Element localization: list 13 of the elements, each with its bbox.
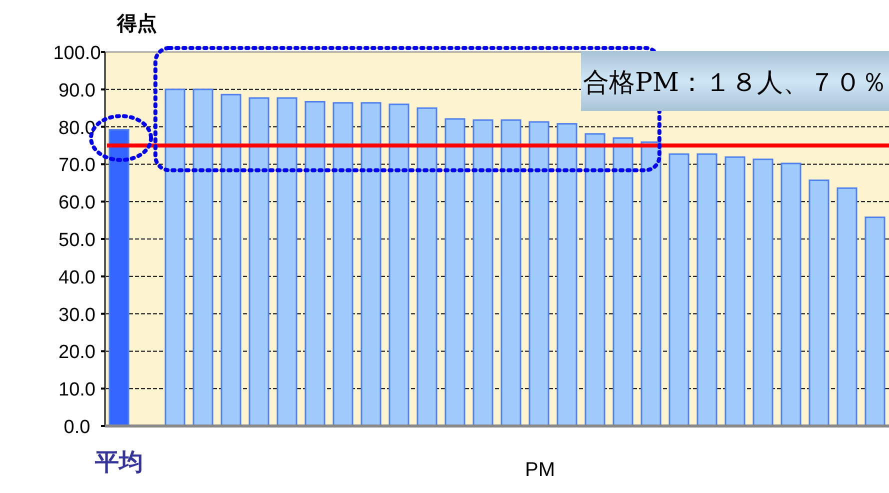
y-tick-label: 90.0 (58, 80, 96, 102)
y-tick-label: 70.0 (58, 155, 96, 176)
x-axis-title: PM (525, 459, 555, 481)
y-tick-label: 100.0 (53, 43, 101, 64)
y-tick-label: 40.0 (58, 267, 96, 288)
y-tick-label: 20.0 (58, 342, 96, 364)
annotation: 合格PM：１８人、７０％ (582, 68, 888, 98)
y-tick-label: 30.0 (58, 304, 96, 326)
y-tick-label: 10.0 (58, 380, 96, 401)
y-tick-label: 0.0 (64, 417, 90, 438)
y-axis-title: 得点 (116, 11, 157, 35)
y-tick-label: 50.0 (58, 230, 96, 251)
y-tick-label: 60.0 (58, 192, 96, 214)
